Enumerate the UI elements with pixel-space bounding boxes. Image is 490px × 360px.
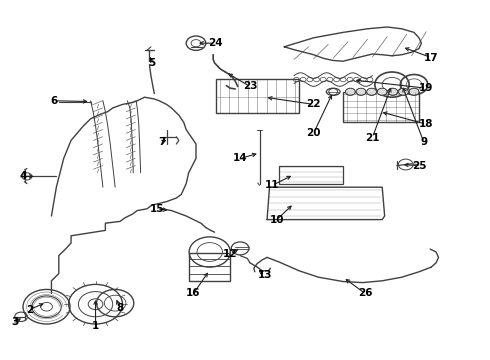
Text: 18: 18 — [419, 119, 434, 129]
Text: 24: 24 — [208, 38, 223, 48]
Bar — [216, 79, 299, 113]
Bar — [189, 253, 230, 281]
Text: 11: 11 — [265, 180, 279, 190]
Text: 7: 7 — [158, 137, 166, 147]
Text: 17: 17 — [424, 53, 439, 63]
Text: 15: 15 — [149, 204, 164, 214]
Bar — [279, 166, 343, 184]
Text: 4: 4 — [20, 171, 27, 181]
Text: 20: 20 — [306, 128, 321, 138]
Text: 14: 14 — [233, 153, 247, 163]
Text: 13: 13 — [257, 270, 272, 280]
Circle shape — [377, 88, 387, 95]
Text: 12: 12 — [223, 249, 238, 259]
Circle shape — [409, 88, 419, 95]
Text: 25: 25 — [412, 161, 426, 171]
Circle shape — [356, 88, 366, 95]
Text: 23: 23 — [243, 81, 257, 91]
Text: 2: 2 — [26, 305, 33, 315]
Circle shape — [398, 88, 408, 95]
Text: 6: 6 — [50, 96, 57, 106]
Text: 21: 21 — [365, 132, 380, 143]
Circle shape — [345, 88, 355, 95]
Text: 10: 10 — [270, 215, 284, 225]
Circle shape — [388, 88, 398, 95]
Circle shape — [367, 88, 376, 95]
Text: 22: 22 — [306, 99, 321, 109]
Text: 9: 9 — [420, 137, 427, 147]
Text: 8: 8 — [117, 303, 123, 313]
Text: 19: 19 — [419, 83, 434, 93]
Text: 16: 16 — [186, 288, 201, 298]
Text: 3: 3 — [11, 317, 18, 327]
Text: 5: 5 — [148, 58, 155, 68]
Bar — [343, 92, 419, 122]
Text: 26: 26 — [358, 288, 372, 298]
Text: 1: 1 — [92, 321, 99, 331]
